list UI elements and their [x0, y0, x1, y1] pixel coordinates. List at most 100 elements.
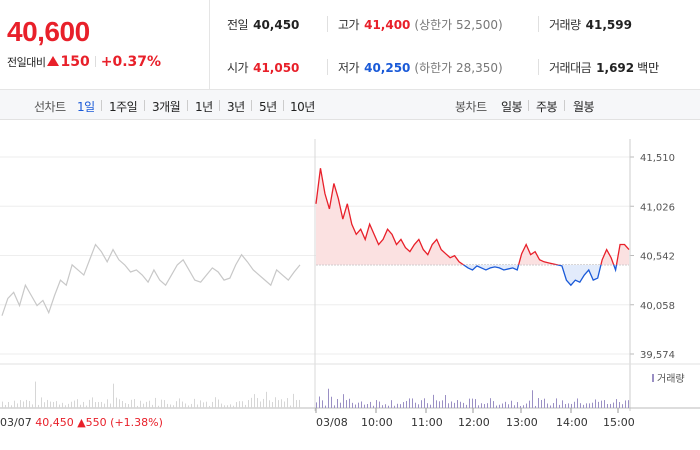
stat-open: 시가 41,050 — [227, 59, 299, 76]
volume-bar — [143, 403, 144, 408]
volume-bar — [113, 383, 114, 408]
y-tick-label: 39,574 — [640, 350, 675, 361]
tab-1-week[interactable]: 1주일 — [109, 100, 138, 114]
volume-bar — [89, 399, 90, 408]
volume-bar — [56, 401, 57, 408]
volume-bar — [263, 398, 264, 408]
x-tick-label: 03/08 — [316, 416, 348, 429]
tab-3-months[interactable]: 3개월 — [152, 100, 181, 114]
tab-daily-candle[interactable]: 일봉 — [501, 100, 523, 114]
volume-bar — [119, 399, 120, 408]
volume-bar — [158, 405, 159, 408]
volume-bar — [155, 397, 156, 408]
volume-bar — [532, 390, 533, 408]
x-tick-label: 10:00 — [361, 416, 393, 429]
volume-bar — [379, 401, 380, 408]
volume-bar — [331, 396, 332, 408]
volume-bar — [544, 398, 545, 408]
volume-bar — [239, 401, 240, 408]
tab-weekly-candle[interactable]: 주봉 — [536, 100, 558, 114]
volume-bar — [68, 403, 69, 408]
volume-bar — [116, 397, 117, 408]
volume-bar — [206, 401, 207, 408]
volume-bar — [221, 403, 222, 408]
divider — [187, 100, 188, 111]
volume-bar — [299, 399, 300, 408]
volume-bar — [242, 401, 243, 408]
volume-bar — [71, 401, 72, 408]
line-chart-label: 선차트 — [34, 100, 66, 114]
volume-bar — [592, 402, 593, 408]
volume-bar — [364, 404, 365, 408]
volume-bar — [182, 401, 183, 408]
y-tick-label: 40,542 — [640, 252, 675, 263]
volume-bar — [463, 402, 464, 408]
volume-bar — [430, 404, 431, 408]
volume-bar — [616, 399, 617, 408]
volume-bar — [358, 402, 359, 408]
x-tick-label: 13:00 — [506, 416, 538, 429]
volume-bar — [26, 399, 27, 408]
volume-bar — [412, 398, 413, 408]
tab-3-years[interactable]: 3년 — [227, 100, 245, 114]
volume-bar — [367, 403, 368, 408]
volume-bar — [457, 400, 458, 408]
volume-bar — [361, 401, 362, 408]
divider — [564, 100, 565, 111]
tab-1-year[interactable]: 1년 — [195, 100, 213, 114]
volume-bar — [469, 398, 470, 408]
volume-bar — [146, 401, 147, 408]
volume-bar — [149, 400, 150, 408]
volume-bar — [319, 396, 320, 408]
x-tick-label: 15:00 — [603, 416, 635, 429]
tab-monthly-candle[interactable]: 월봉 — [573, 100, 595, 114]
change-value: 150 — [60, 54, 90, 70]
volume-bar — [409, 398, 410, 408]
stat-label: 저가 — [338, 61, 360, 75]
volume-bar — [140, 400, 141, 408]
volume-bar — [514, 405, 515, 408]
volume-bar — [92, 397, 93, 408]
volume-bar — [574, 401, 575, 408]
volume-bar — [448, 403, 449, 408]
volume-bar — [595, 399, 596, 408]
volume-bar — [418, 404, 419, 408]
stat-label: 거래량 — [549, 18, 581, 32]
volume-bar — [65, 405, 66, 408]
volume-bar — [565, 404, 566, 408]
volume-bar — [535, 405, 536, 408]
y-tick-label: 40,058 — [640, 301, 675, 312]
tab-10-years[interactable]: 10년 — [290, 100, 315, 114]
tab-1-day[interactable]: 1일 — [77, 100, 95, 114]
tab-5-years[interactable]: 5년 — [259, 100, 277, 114]
volume-bar — [134, 399, 135, 408]
divider — [538, 16, 539, 32]
volume-bar — [394, 405, 395, 408]
chart-canvas: 41,510 41,026 40,542 40,058 39,574 거래량 03/07… — [0, 139, 700, 429]
stat-label: 시가 — [227, 61, 249, 75]
stat-value: 1,692 — [596, 61, 635, 75]
volume-bar — [224, 405, 225, 408]
volume-bar — [110, 403, 111, 408]
price-chart[interactable]: 41,510 41,026 40,542 40,058 39,574 거래량 03/07… — [0, 121, 700, 450]
volume-bar — [59, 404, 60, 408]
series-lines — [1, 168, 630, 316]
volume-bar — [619, 402, 620, 408]
volume-bar — [218, 399, 219, 408]
x-tick-label: 12:00 — [458, 416, 490, 429]
volume-bar — [427, 403, 428, 408]
volume-bar — [541, 399, 542, 408]
volume-bar — [194, 398, 195, 408]
stat-amount: 거래대금 1,692 백만 — [549, 59, 659, 76]
down-area — [316, 264, 629, 286]
volume-bar — [290, 405, 291, 408]
volume-bar — [254, 394, 255, 408]
y-tick-label: 41,026 — [640, 202, 675, 213]
volume-bar — [161, 399, 162, 408]
volume-bar — [281, 399, 282, 408]
volume-bar — [604, 400, 605, 408]
volume-bar — [77, 399, 78, 408]
volume-bar — [44, 402, 45, 408]
volume-bar — [173, 405, 174, 408]
volume-bar — [104, 403, 105, 408]
